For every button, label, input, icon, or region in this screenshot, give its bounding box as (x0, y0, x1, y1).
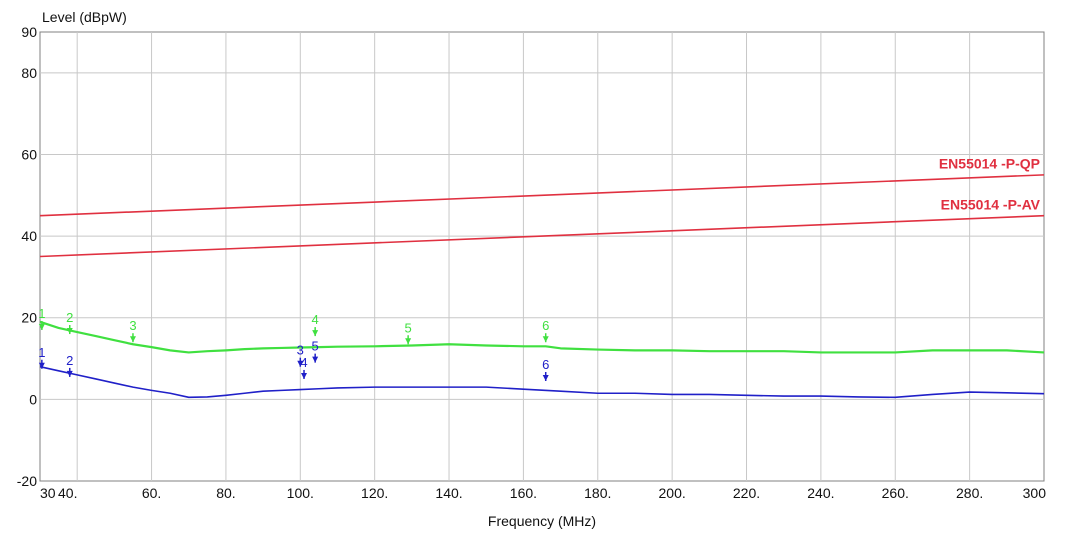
x-tick-label: 60. (142, 485, 161, 501)
qp-trace-line (39, 320, 1045, 354)
marker-arrow (542, 374, 549, 381)
axes: Level (dBpW) Frequency (MHz) 30 40. 60. 80.… (17, 9, 1046, 529)
x-tick-label: 140. (435, 485, 462, 501)
x-tick-label: 160. (510, 485, 537, 501)
marker-arrow (297, 360, 304, 367)
marker-label: 5 (312, 339, 319, 354)
marker-label: 6 (542, 318, 549, 333)
limit-line (39, 214, 1045, 258)
marker-label: 4 (312, 312, 319, 327)
y-tick-label: 20 (21, 310, 37, 326)
y-tick-label: -20 (17, 473, 37, 489)
limit-label: EN55014 -P-AV (941, 196, 1041, 212)
y-tick-label: 60 (21, 146, 37, 162)
y-tick-label: 80 (21, 65, 37, 81)
marker-label: 6 (542, 357, 549, 372)
marker-label: 5 (405, 320, 412, 335)
marker-label: 4 (300, 355, 307, 370)
x-tick-label: 80. (216, 485, 235, 501)
marker-label: 1 (38, 345, 45, 360)
x-tick-label: 30 (40, 485, 56, 501)
marker-arrow (312, 330, 319, 337)
series-layer: EN55014 -P-QP EN55014 -P-AV (39, 155, 1045, 399)
av-trace-line (39, 365, 1045, 399)
x-tick-label: 40. (58, 485, 77, 501)
y-tick-label: 0 (29, 391, 37, 407)
x-tick-label: 100. (287, 485, 314, 501)
x-tick-label: 180. (584, 485, 611, 501)
y-axis-title: Level (dBpW) (42, 9, 127, 25)
marker-arrow (542, 336, 549, 343)
marker-arrow (405, 338, 412, 345)
marker-arrow (38, 362, 45, 369)
plot-frame (39, 31, 1045, 482)
marker-arrow (38, 323, 45, 330)
x-tick-label: 120. (361, 485, 388, 501)
marker-arrow (129, 336, 136, 343)
y-tick-label: 40 (21, 228, 37, 244)
x-tick-label: 300 (1023, 485, 1047, 501)
marker-label: 1 (38, 306, 45, 321)
x-tick-label: 280. (956, 485, 983, 501)
marker-arrow (66, 328, 73, 335)
grid (39, 31, 1045, 482)
marker-label: 2 (66, 310, 73, 325)
x-tick-label: 220. (733, 485, 760, 501)
marker-arrow (312, 356, 319, 363)
marker-label: 2 (66, 353, 73, 368)
marker-label: 3 (129, 318, 136, 333)
marker-label: 3 (297, 343, 304, 358)
marker-arrow (66, 370, 73, 377)
x-axis-title: Frequency (MHz) (488, 513, 596, 529)
x-tick-label: 200. (659, 485, 686, 501)
x-tick-label: 240. (807, 485, 834, 501)
y-tick-label: 90 (21, 24, 37, 40)
limit-line (39, 174, 1045, 217)
marker-arrow (301, 372, 308, 379)
x-tick-label: 260. (882, 485, 909, 501)
limit-label: EN55014 -P-QP (939, 155, 1040, 171)
